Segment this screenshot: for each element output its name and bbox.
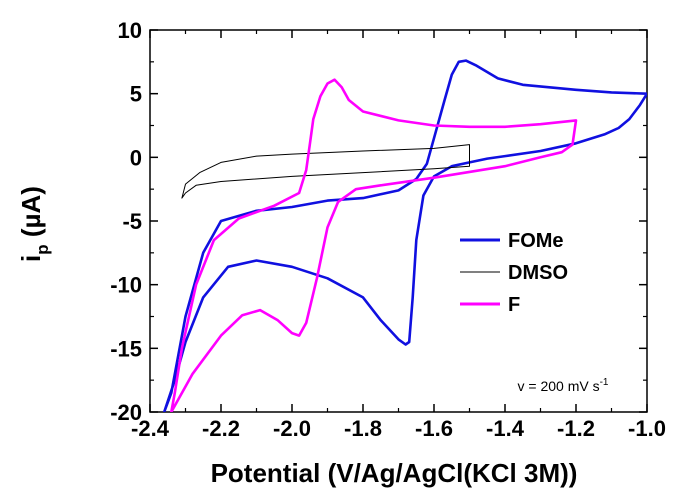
series-line-fome: [162, 59, 647, 412]
axes-frame: [149, 29, 648, 413]
y-tick-label: -15: [110, 336, 142, 361]
y-axis-title: ip (µA): [16, 186, 52, 262]
scan-rate-exponent: -1: [600, 377, 609, 388]
scan-rate-text: v = 200 mV s: [518, 378, 600, 394]
x-tick-label: -1.6: [415, 416, 453, 441]
y-tick-label: -10: [110, 273, 142, 298]
legend-label-f: F: [508, 294, 520, 316]
x-tick-label: -2.0: [273, 416, 311, 441]
x-tick-label: -1.0: [628, 416, 666, 441]
series-line-dmso: [181, 144, 470, 199]
y-tick-label: 5: [130, 82, 142, 107]
x-tick-label: -2.4: [131, 416, 170, 441]
y-axis-title-unit: (µA): [16, 186, 46, 244]
legend-label-dmso: DMSO: [508, 262, 568, 284]
curves-layer: [162, 59, 647, 412]
y-tick-label: -5: [122, 209, 142, 234]
x-tick-label: -1.4: [486, 416, 525, 441]
legend: FOMe DMSO F: [460, 230, 568, 316]
y-tick-label: 0: [130, 145, 142, 170]
x-tick-label: -2.2: [202, 416, 240, 441]
y-tick-label: 10: [118, 18, 142, 43]
x-tick-label: -1.8: [344, 416, 382, 441]
y-axis-title-subscript: p: [33, 244, 52, 254]
scan-rate-annotation: v = 200 mV s-1: [518, 377, 609, 394]
tick-labels-layer: -2.4 -2.2 -2.0 -1.8 -1.6 -1.4 -1.2 -1.0-20-15-1…: [110, 18, 666, 441]
y-axis-title-main: i: [16, 255, 46, 262]
y-tick-label: -20: [110, 400, 142, 425]
x-tick-label: -1.2: [557, 416, 595, 441]
legend-label-fome: FOMe: [508, 230, 564, 252]
x-axis-title: Potential (V/Ag/AgCl(KCl 3M)): [211, 458, 578, 488]
series-line-f: [170, 78, 578, 412]
